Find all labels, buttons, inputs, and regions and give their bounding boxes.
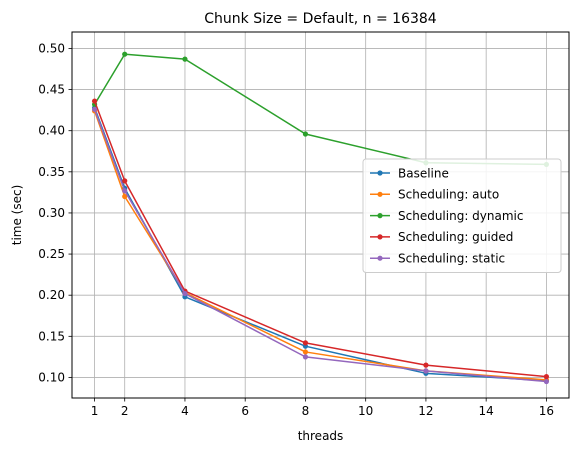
- y-tick-label: 0.50: [38, 41, 65, 55]
- series-3: [91, 98, 550, 380]
- data-point: [91, 98, 98, 104]
- data-point: [182, 56, 188, 62]
- x-tick-label: 1: [91, 404, 99, 418]
- x-tick-label: 8: [302, 404, 310, 418]
- data-point: [302, 340, 309, 346]
- y-tick-label: 0.10: [38, 370, 65, 384]
- data-point: [302, 354, 309, 360]
- legend-swatch-marker: [377, 170, 383, 176]
- y-tick-label: 0.35: [38, 165, 65, 179]
- x-tick-label: 10: [358, 404, 373, 418]
- legend-label: Scheduling: dynamic: [398, 209, 523, 223]
- data-point: [91, 106, 98, 112]
- y-tick-label: 0.40: [38, 124, 65, 138]
- y-axis: 0.10 0.15 0.20 0.25 0.30 0.35 0.40 0.45 0.50: [38, 41, 72, 384]
- series-line: [93, 100, 547, 378]
- chart-title: Chunk Size = Default, n = 16384: [204, 11, 437, 27]
- legend-swatch-marker: [377, 234, 383, 240]
- y-tick-label: 0.25: [38, 247, 65, 261]
- legend: Baseline Scheduling: auto Scheduling: dyna…: [362, 158, 562, 273]
- data-point: [543, 378, 550, 385]
- y-axis-label: time (sec): [10, 185, 24, 246]
- data-point: [302, 349, 309, 355]
- legend-label: Scheduling: guided: [398, 230, 513, 244]
- data-point: [122, 193, 128, 200]
- legend-item: Scheduling: static: [370, 252, 505, 266]
- x-tick-label: 16: [539, 404, 554, 418]
- y-tick-label: 0.45: [38, 83, 65, 97]
- legend-box: [362, 158, 562, 273]
- series-line: [93, 53, 547, 166]
- data-point: [122, 51, 128, 57]
- legend-item: Scheduling: dynamic: [370, 209, 523, 223]
- x-tick-label: 6: [241, 404, 249, 418]
- legend-label: Baseline: [398, 166, 449, 180]
- series-2: [91, 51, 550, 168]
- data-point: [122, 178, 128, 184]
- y-tick-label: 0.15: [38, 329, 65, 343]
- data-point: [423, 362, 429, 368]
- data-point: [182, 290, 188, 297]
- legend-item: Scheduling: guided: [370, 230, 513, 244]
- legend-swatch-marker: [377, 213, 383, 219]
- x-axis-label: threads: [298, 429, 344, 443]
- data-point: [543, 374, 550, 380]
- x-tick-label: 4: [181, 404, 189, 418]
- legend-swatch-marker: [377, 191, 383, 197]
- data-point: [302, 131, 309, 137]
- legend-item: Baseline: [370, 166, 449, 180]
- series-4: [91, 106, 550, 385]
- plot-area: [71, 31, 570, 399]
- data-point: [423, 368, 429, 374]
- x-tick-label: 2: [121, 404, 129, 418]
- series-line: [93, 109, 547, 383]
- legend-label: Scheduling: auto: [398, 188, 499, 202]
- y-tick-label: 0.20: [38, 288, 65, 302]
- x-tick-label: 14: [479, 404, 494, 418]
- legend-item: Scheduling: auto: [370, 188, 499, 202]
- y-tick-label: 0.30: [38, 206, 65, 220]
- x-axis: 1 2 4 6 8 10 12 14 16: [91, 398, 554, 418]
- data-point: [122, 188, 128, 194]
- legend-label: Scheduling: static: [398, 252, 505, 266]
- x-tick-label: 12: [418, 404, 433, 418]
- legend-swatch-marker: [377, 255, 383, 261]
